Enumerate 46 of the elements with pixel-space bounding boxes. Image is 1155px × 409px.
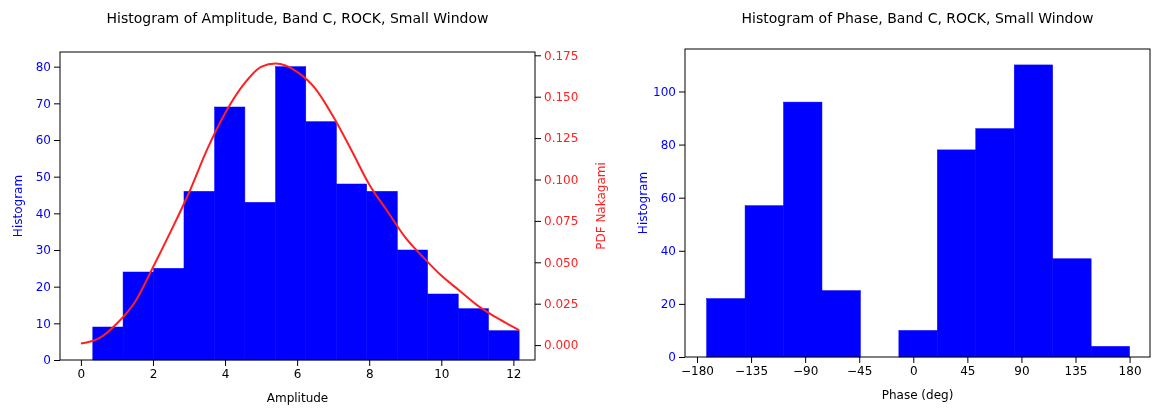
y-tick-label: 40 [660, 244, 676, 259]
y2-tick-label: 0.075 [544, 214, 579, 229]
y-tick-label: 60 [35, 133, 51, 148]
x-tick-label: 8 [365, 366, 374, 381]
chart-title: Histogram of Phase, Band C, ROCK, Small Window [741, 10, 1094, 26]
x-tick-label: −90 [792, 363, 819, 378]
y2-tick-label: 0.175 [544, 48, 579, 63]
x-tick-label: 0 [77, 366, 86, 381]
x-tick-label: 0 [909, 363, 918, 378]
y-tick-label: 20 [660, 297, 676, 312]
y-tick-label: 70 [35, 96, 51, 111]
y-tick-label: 0 [43, 353, 51, 368]
y2-tick-label: 0.150 [544, 90, 579, 105]
y2-tick-label: 0.000 [544, 338, 579, 353]
x-tick-label: 6 [293, 366, 302, 381]
y-axis-title: Histogram [11, 174, 25, 238]
x-tick-label: 180 [1118, 363, 1142, 378]
x-tick-label: −135 [735, 363, 769, 378]
y-tick-label: 80 [660, 137, 676, 152]
y-tick-label: 0 [668, 350, 676, 365]
x-tick-label: −180 [681, 363, 714, 378]
x-axis-title: Phase (deg) [881, 388, 954, 402]
x-tick-label: −45 [847, 363, 873, 378]
x-tick-label: 12 [506, 366, 522, 381]
chart-title: Histogram of Amplitude, Band C, ROCK, Small Window [106, 10, 489, 26]
y-tick-label: 30 [35, 243, 51, 258]
x-tick-label: 2 [149, 366, 158, 381]
y-tick-label: 50 [35, 170, 51, 185]
x-tick-label: 4 [221, 366, 230, 381]
x-tick-label: 135 [1064, 363, 1088, 378]
x-tick-label: 10 [434, 366, 450, 381]
x-tick-label: 45 [960, 363, 976, 378]
x-axis-title: Amplitude [266, 391, 329, 405]
y-tick-label: 40 [35, 206, 51, 221]
y-tick-label: 20 [35, 280, 51, 295]
y2-tick-label: 0.100 [544, 172, 579, 187]
x-tick-label: 90 [1014, 363, 1030, 378]
y2-axis-title: PDF Nakagami [594, 162, 608, 250]
y-tick-label: 80 [35, 60, 51, 75]
y-tick-label: 60 [660, 191, 676, 206]
y2-tick-label: 0.125 [544, 131, 579, 146]
y-tick-label: 10 [35, 316, 51, 331]
y-axis-title: Histogram [636, 171, 650, 235]
y-tick-label: 100 [653, 84, 676, 99]
y2-tick-label: 0.050 [544, 255, 579, 270]
y2-tick-label: 0.025 [544, 297, 579, 312]
